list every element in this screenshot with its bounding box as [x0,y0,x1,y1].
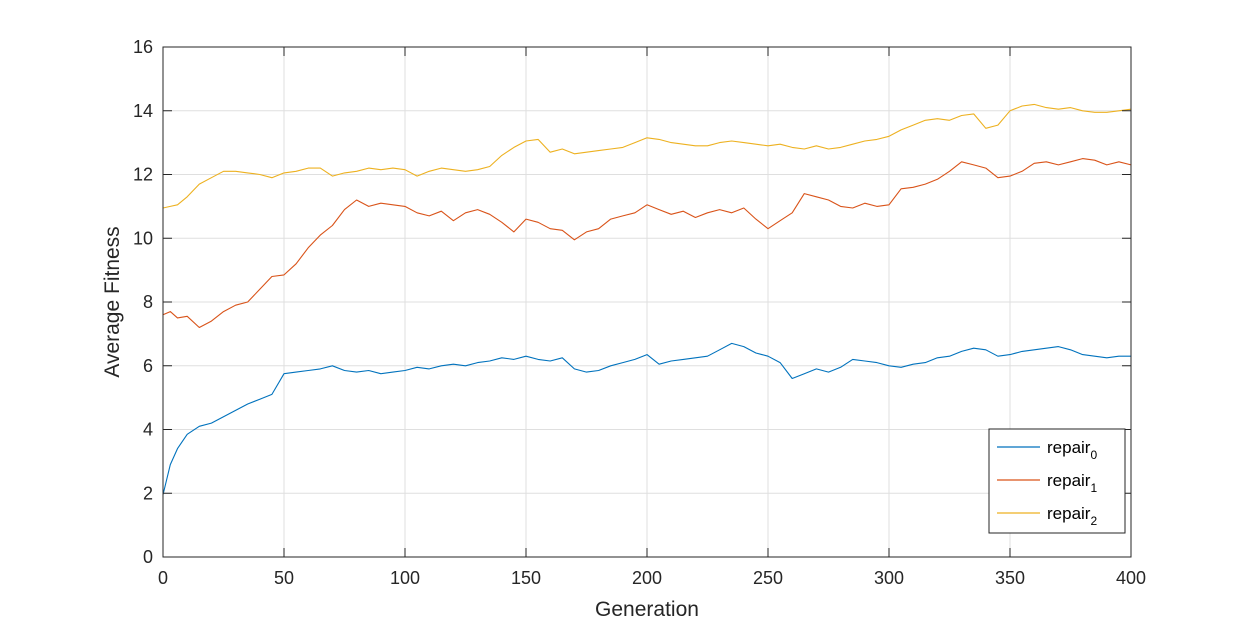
y-tick-label: 8 [143,292,153,312]
series-line-repair-1 [162,158,1132,329]
x-tick-label: 350 [995,568,1025,588]
y-tick-label: 2 [143,483,153,503]
x-tick-label: 400 [1116,568,1146,588]
y-tick-label: 0 [143,547,153,567]
y-tick-label: 6 [143,356,153,376]
y-tick-label: 4 [143,420,153,440]
x-tick-label: 300 [874,568,904,588]
legend-label: repair0 [1047,438,1097,462]
series-line-repair-0 [162,342,1131,495]
x-tick-label: 150 [511,568,541,588]
x-tick-label: 200 [632,568,662,588]
legend-box [988,428,1126,534]
legend-label-name: repair [1047,504,1091,523]
y-tick-label: 10 [133,228,153,248]
x-tick-label: 100 [390,568,420,588]
legend-label-name: repair [1047,438,1091,457]
series-layer [162,103,1132,495]
legend-label-subscript: 2 [1090,514,1097,528]
x-tick-label: 50 [274,568,294,588]
x-tick-label: 0 [158,568,168,588]
legend-label-subscript: 1 [1090,481,1097,495]
y-tick-label: 16 [133,37,153,57]
legend-label: repair1 [1047,471,1097,495]
series-line-repair-2 [162,103,1132,209]
legend-label-subscript: 0 [1090,448,1097,462]
legend-label: repair2 [1047,504,1097,528]
y-tick-label: 12 [133,165,153,185]
y-axis-label: Average Fitness [101,226,124,377]
x-tick-label: 250 [753,568,783,588]
legend-label-name: repair [1047,471,1091,490]
y-tick-label: 14 [133,101,153,121]
x-axis-label: Generation [595,598,699,621]
